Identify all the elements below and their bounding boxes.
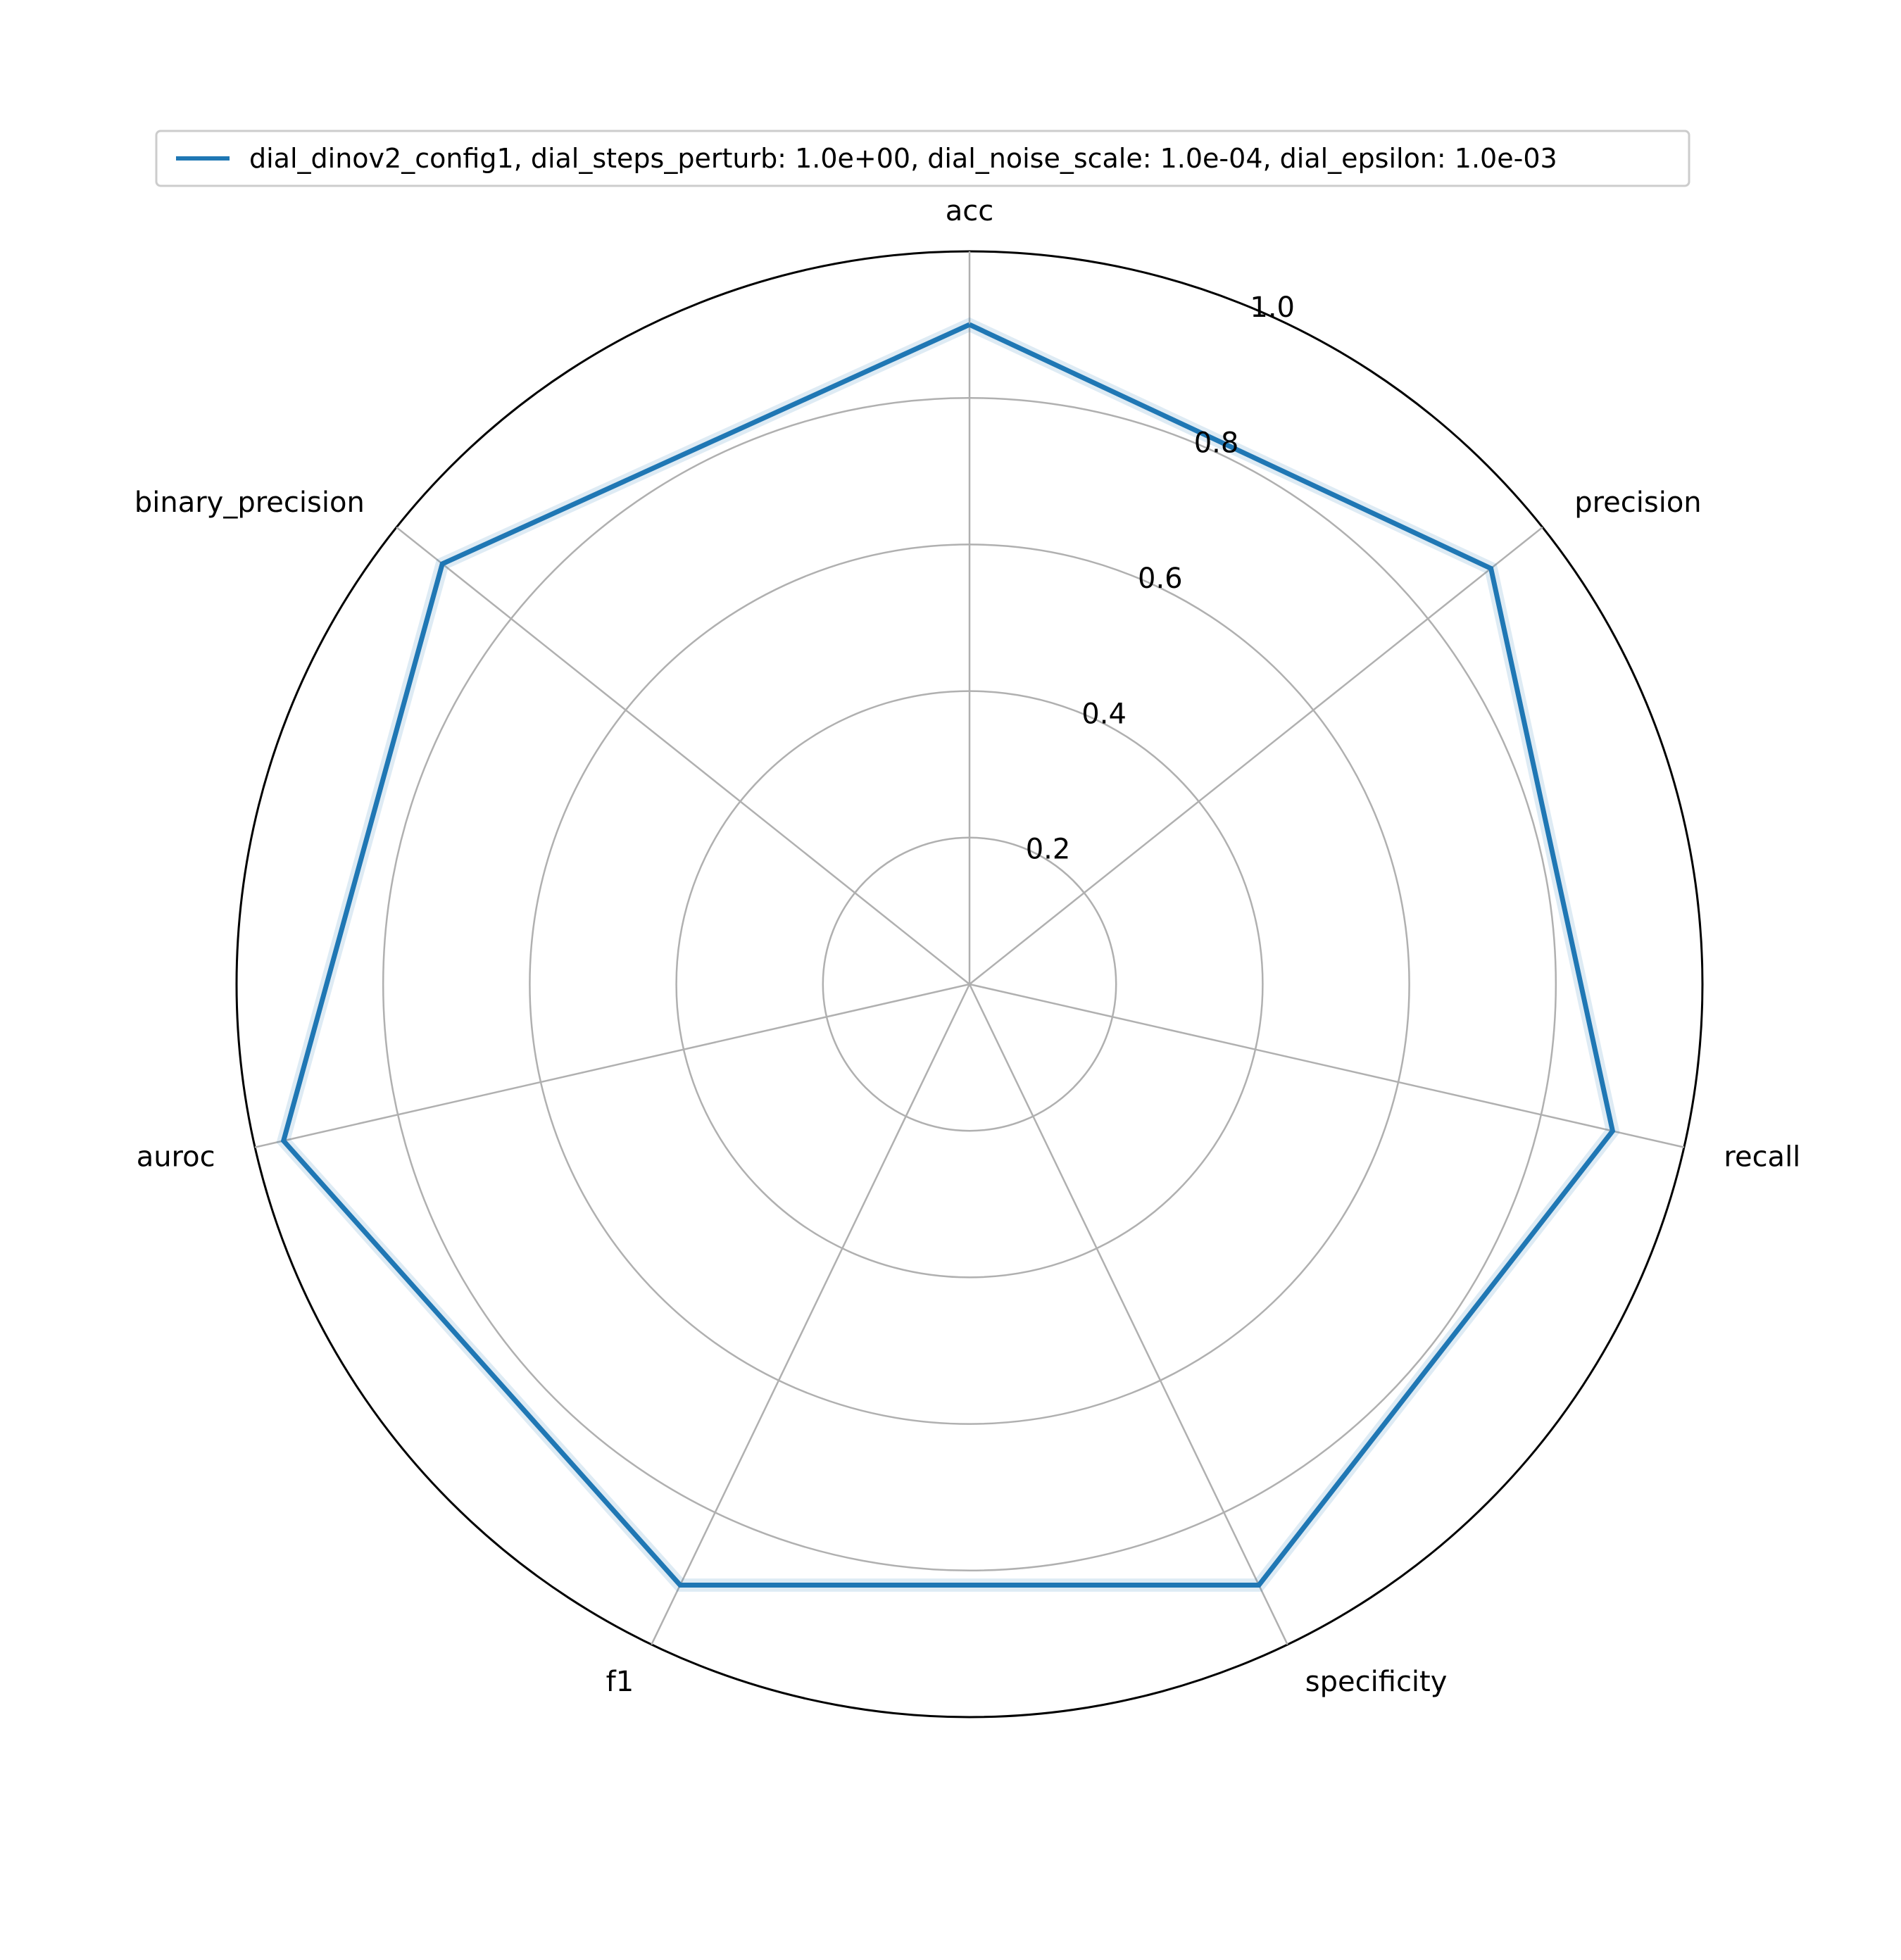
radial-tick-layer: 0.2 0.4 0.6 0.8 1.0 — [1026, 291, 1295, 865]
grid-spoke — [254, 983, 970, 1148]
axis-label: acc — [946, 195, 994, 227]
series-line — [280, 322, 1616, 1588]
axis-label: precision — [1574, 486, 1701, 519]
radial-tick-label: 0.6 — [1138, 563, 1183, 595]
axis-label: specificity — [1305, 1666, 1448, 1698]
axis-label: recall — [1724, 1141, 1800, 1174]
confidence-band — [276, 317, 1620, 1592]
axis-label-layer: acc precision recall specificity f1 auroc bina… — [134, 195, 1800, 1698]
series-layer — [280, 322, 1616, 1588]
radial-tick-label: 1.0 — [1250, 291, 1295, 324]
legend: dial_dinov2_config1, dial_steps_perturb:… — [155, 130, 1690, 187]
legend-label: dial_dinov2_config1, dial_steps_perturb:… — [249, 143, 1557, 174]
grid-spoke — [651, 984, 971, 1645]
grid-spoke — [968, 984, 1288, 1645]
axis-label: auroc — [137, 1141, 215, 1174]
grid-layer — [235, 250, 1704, 1719]
grid-spoke — [969, 983, 1685, 1148]
confidence-band-layer — [276, 317, 1620, 1592]
axis-label: binary_precision — [134, 486, 365, 519]
axis-label: f1 — [606, 1666, 634, 1698]
radial-tick-label: 0.4 — [1081, 698, 1127, 730]
grid-spoke — [969, 526, 1543, 985]
radial-tick-label: 0.2 — [1026, 834, 1071, 866]
radial-tick-label: 0.8 — [1194, 427, 1239, 460]
legend-frame — [155, 130, 1690, 187]
grid-spoke — [396, 526, 970, 985]
